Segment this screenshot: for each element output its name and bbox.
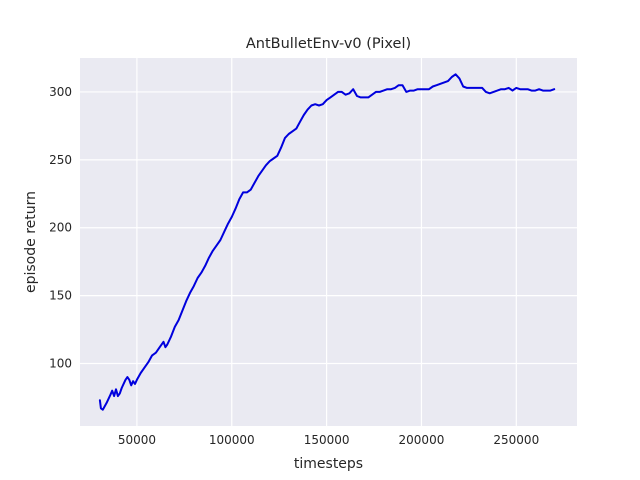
x-tick-label: 200000 <box>399 433 445 447</box>
series-line <box>98 73 556 411</box>
chart-title: AntBulletEnv-v0 (Pixel) <box>246 36 411 52</box>
y-tick-label: 250 <box>49 153 72 167</box>
y-axis-label: episode return <box>23 191 39 293</box>
x-axis-label: timesteps <box>294 456 363 472</box>
y-tick-label: 100 <box>49 357 72 371</box>
tick-labels: 50000 100000 150000 200000 250000 100 150 200 25… <box>49 85 539 447</box>
x-tick-label: 250000 <box>493 433 539 447</box>
plot-area <box>80 58 577 426</box>
series-lines <box>98 73 556 411</box>
x-tick-label: 100000 <box>209 433 255 447</box>
y-tick-label: 300 <box>49 85 72 99</box>
y-tick-label: 200 <box>49 221 72 235</box>
x-tick-label: 150000 <box>304 433 350 447</box>
x-tick-label: 50000 <box>118 433 156 447</box>
y-tick-label: 150 <box>49 289 72 303</box>
